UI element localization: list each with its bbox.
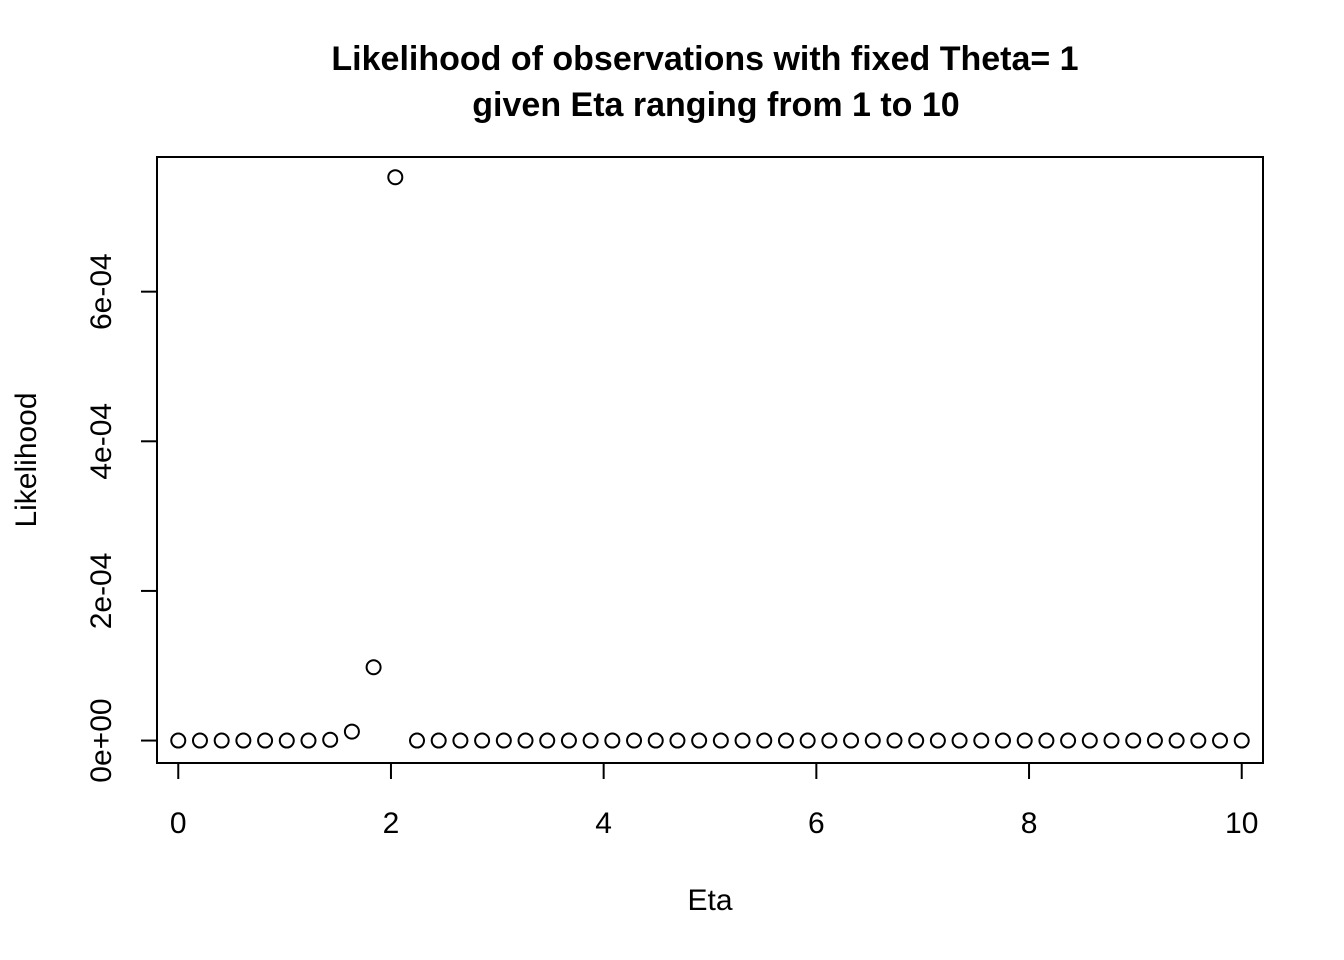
data-point xyxy=(929,732,946,749)
data-point xyxy=(278,732,295,749)
data-point xyxy=(1190,732,1207,749)
chart-subtitle: given Eta ranging from 1 to 10 xyxy=(472,86,959,124)
data-point xyxy=(322,731,339,748)
data-point xyxy=(994,732,1011,749)
data-point xyxy=(1103,732,1120,749)
data-point xyxy=(647,732,664,749)
data-point xyxy=(951,732,968,749)
data-point xyxy=(864,732,881,749)
data-point xyxy=(409,732,426,749)
data-points xyxy=(170,169,1250,749)
x-tick-label: 10 xyxy=(1225,807,1258,840)
data-point xyxy=(626,732,643,749)
data-point xyxy=(343,723,360,740)
data-point xyxy=(821,732,838,749)
data-point xyxy=(734,732,751,749)
data-point xyxy=(539,732,556,749)
data-point xyxy=(517,732,534,749)
y-tick-label: 2e-04 xyxy=(85,553,118,630)
data-point xyxy=(777,732,794,749)
x-tick-label: 8 xyxy=(1021,807,1038,840)
data-point xyxy=(257,732,274,749)
data-point xyxy=(843,732,860,749)
data-point xyxy=(560,732,577,749)
data-point xyxy=(691,732,708,749)
x-axis-label: Eta xyxy=(687,884,732,917)
data-point xyxy=(582,732,599,749)
data-point xyxy=(973,732,990,749)
data-point xyxy=(1146,732,1163,749)
x-tick-label: 6 xyxy=(808,807,825,840)
chart-title: Likelihood of observations with fixed Th… xyxy=(331,40,1078,78)
data-point xyxy=(1212,732,1229,749)
data-point xyxy=(452,732,469,749)
data-point xyxy=(213,732,230,749)
x-tick-label: 0 xyxy=(170,807,187,840)
y-tick-label: 6e-04 xyxy=(85,253,118,330)
data-point xyxy=(191,732,208,749)
data-point xyxy=(387,169,404,186)
data-point xyxy=(1060,732,1077,749)
data-point xyxy=(669,732,686,749)
data-point xyxy=(170,732,187,749)
y-tick-label: 4e-04 xyxy=(85,403,118,480)
data-point xyxy=(886,732,903,749)
data-point xyxy=(430,732,447,749)
data-point xyxy=(300,732,317,749)
data-point xyxy=(365,659,382,676)
y-axis-label: Likelihood xyxy=(10,392,43,527)
x-tick-label: 2 xyxy=(383,807,400,840)
data-point xyxy=(1233,732,1250,749)
data-point xyxy=(235,732,252,749)
data-point xyxy=(1038,732,1055,749)
data-point xyxy=(1016,732,1033,749)
y-tick-label: 0e+00 xyxy=(85,698,118,782)
data-point xyxy=(1125,732,1142,749)
plot-frame xyxy=(156,156,1264,764)
data-point xyxy=(756,732,773,749)
data-point xyxy=(604,732,621,749)
data-point xyxy=(495,732,512,749)
data-point xyxy=(1168,732,1185,749)
data-point xyxy=(908,732,925,749)
data-point xyxy=(799,732,816,749)
data-point xyxy=(474,732,491,749)
y-axis: 0e+00 2e-04 4e-04 6e-04 xyxy=(85,253,158,783)
x-axis: 0 2 4 6 8 10 xyxy=(170,762,1258,840)
data-point xyxy=(712,732,729,749)
data-point xyxy=(1081,732,1098,749)
x-tick-label: 4 xyxy=(595,807,612,840)
